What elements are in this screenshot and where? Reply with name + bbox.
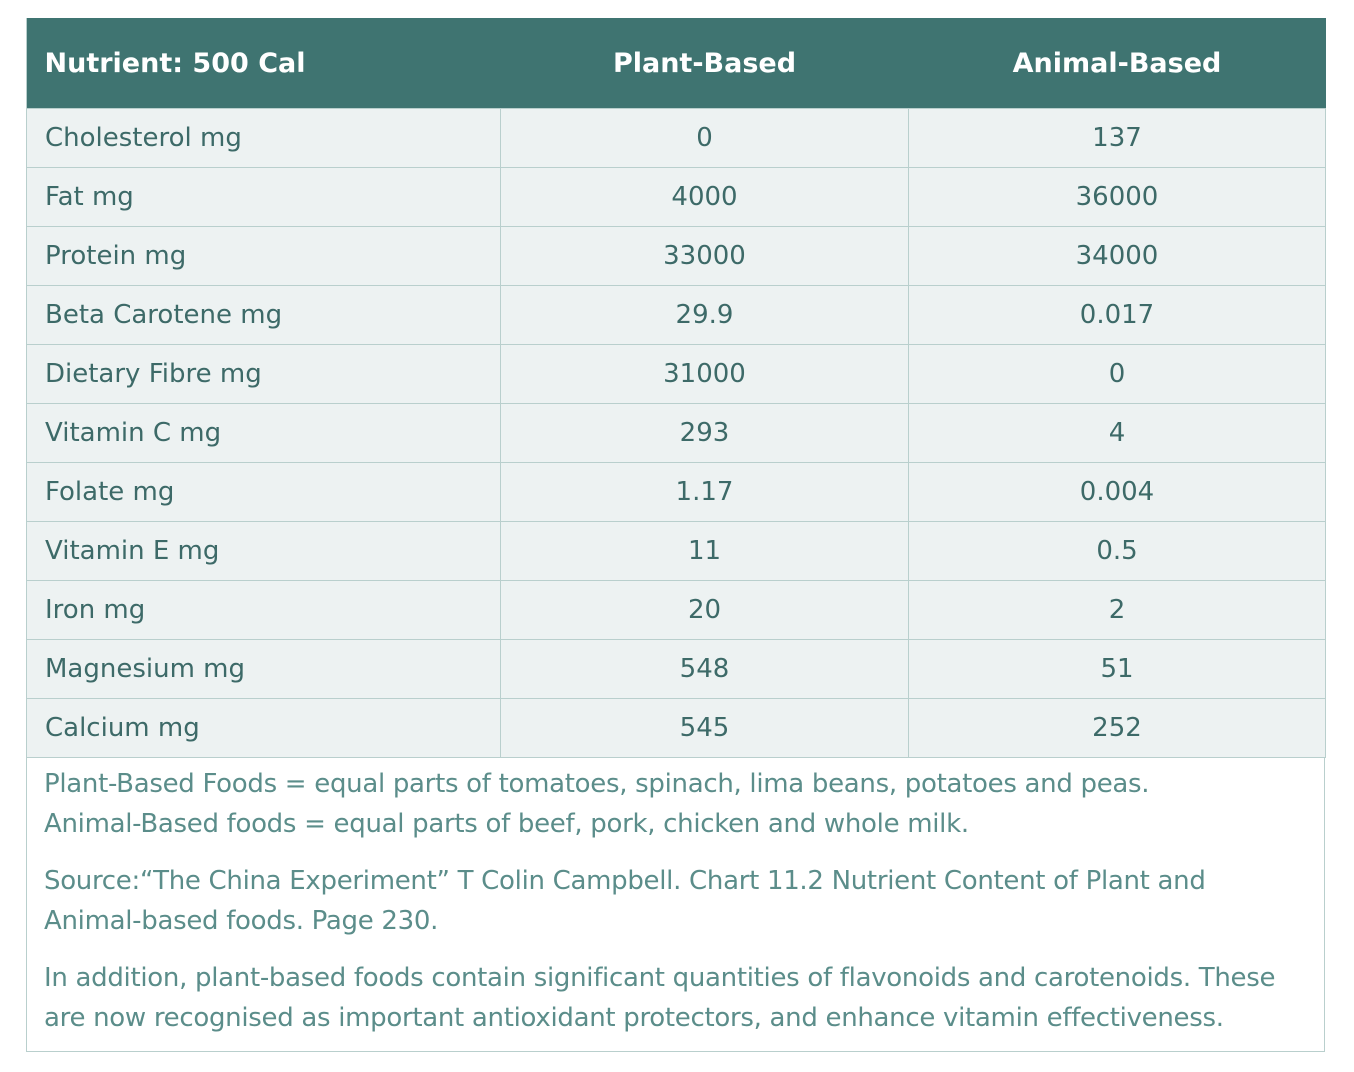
table-cell: 36000 — [908, 167, 1326, 227]
table-cell: 545 — [500, 698, 909, 758]
table-row: Protein mg 33000 34000 — [26, 226, 1326, 286]
table-cell: Cholesterol mg — [26, 108, 501, 168]
note-line: Animal-based foods. Page 230. — [44, 906, 439, 936]
header-cell: Nutrient: 500 Cal — [26, 18, 501, 109]
table-row: Iron mg 20 2 — [26, 580, 1326, 640]
table-cell: 0 — [908, 344, 1326, 404]
note-paragraph: Source:“The China Experiment” T Colin Ca… — [44, 861, 1308, 941]
nutrient-table: Nutrient: 500 Cal Plant-Based Animal-Based… — [26, 18, 1326, 758]
table-row: Folate mg 1.17 0.004 — [26, 462, 1326, 522]
table-cell: 33000 — [500, 226, 909, 286]
table-cell: Iron mg — [26, 580, 501, 640]
note-line: Source:“The China Experiment” T Colin Ca… — [44, 866, 1206, 896]
table-body: Cholesterol mg 0 137 Fat mg 4000 36000 Protein… — [26, 108, 1326, 758]
table-cell: Fat mg — [26, 167, 501, 227]
table-cell: Beta Carotene mg — [26, 285, 501, 345]
table-cell: 0.004 — [908, 462, 1326, 522]
header-cell: Plant-Based — [500, 18, 909, 109]
table-row: Vitamin E mg 11 0.5 — [26, 521, 1326, 581]
table-cell: 11 — [500, 521, 909, 581]
table-cell: 252 — [908, 698, 1326, 758]
table-cell: 34000 — [908, 226, 1326, 286]
table-cell: 2 — [908, 580, 1326, 640]
table-cell: 293 — [500, 403, 909, 463]
table-cell: 0.5 — [908, 521, 1326, 581]
header-cell: Animal-Based — [908, 18, 1326, 109]
table-cell: Vitamin C mg — [26, 403, 501, 463]
table-row: Dietary Fibre mg 31000 0 — [26, 344, 1326, 404]
table-cell: 0 — [500, 108, 909, 168]
table-cell: 4 — [908, 403, 1326, 463]
table-row: Calcium mg 545 252 — [26, 698, 1326, 758]
table-cell: 137 — [908, 108, 1326, 168]
table-cell: 20 — [500, 580, 909, 640]
table-cell: 29.9 — [500, 285, 909, 345]
table-cell: Folate mg — [26, 462, 501, 522]
table-cell: 51 — [908, 639, 1326, 699]
note-paragraph: Plant-Based Foods = equal parts of tomat… — [44, 764, 1308, 844]
table-cell: Calcium mg — [26, 698, 501, 758]
table-cell: 31000 — [500, 344, 909, 404]
table-row: Beta Carotene mg 29.9 0.017 — [26, 285, 1326, 345]
table-cell: 1.17 — [500, 462, 909, 522]
table-cell: 548 — [500, 639, 909, 699]
table-row: Fat mg 4000 36000 — [26, 167, 1326, 227]
table-cell: Vitamin E mg — [26, 521, 501, 581]
header-row: Nutrient: 500 Cal Plant-Based Animal-Based — [26, 18, 1326, 109]
panel: Nutrient: 500 Cal Plant-Based Animal-Based… — [26, 18, 1326, 1052]
table-cell: 4000 — [500, 167, 909, 227]
note-line: Animal-Based foods = equal parts of beef… — [44, 809, 969, 839]
note-line: In addition, plant-based foods contain s… — [44, 963, 1276, 993]
table-row: Cholesterol mg 0 137 — [26, 108, 1326, 168]
table-row: Vitamin C mg 293 4 — [26, 403, 1326, 463]
table-cell: Protein mg — [26, 226, 501, 286]
table-cell: Dietary Fibre mg — [26, 344, 501, 404]
note-line: Plant-Based Foods = equal parts of tomat… — [44, 769, 1150, 799]
note-line: are now recognised as important antioxid… — [44, 1003, 1224, 1033]
note-paragraph: In addition, plant-based foods contain s… — [44, 958, 1308, 1038]
table-cell: 0.017 — [908, 285, 1326, 345]
table-row: Magnesium mg 548 51 — [26, 639, 1326, 699]
table-cell: Magnesium mg — [26, 639, 501, 699]
notes: Plant-Based Foods = equal parts of tomat… — [27, 758, 1324, 1038]
